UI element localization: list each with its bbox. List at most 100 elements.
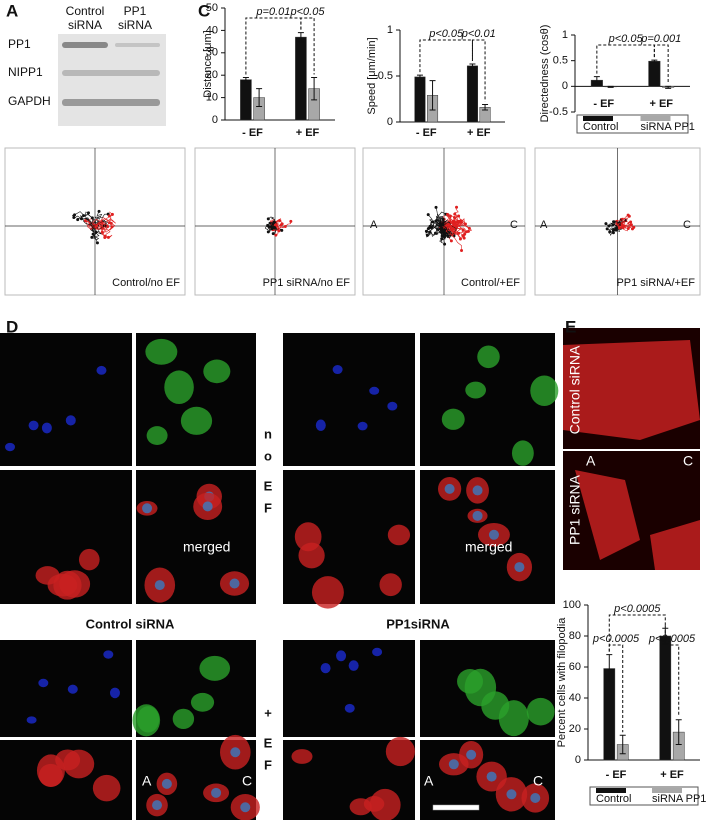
panel-letter: A: [6, 1, 18, 20]
cell: [441, 408, 465, 430]
nucleus: [230, 747, 241, 758]
cell: [59, 570, 91, 598]
endpoint: [434, 205, 438, 209]
anode-label: A: [370, 219, 378, 231]
trajectory: [429, 219, 445, 228]
cell: [203, 359, 231, 384]
endpoint: [90, 216, 94, 220]
p-value: p<0.0005: [648, 633, 696, 645]
endpoint: [604, 222, 608, 226]
trajectory-plots: Control/no EF PP1 siRNA/no EF Control/+EF P…: [4, 147, 701, 296]
legend-swatch: [652, 788, 682, 793]
cell: [41, 422, 52, 434]
nucleus: [466, 749, 477, 760]
endpoint: [72, 216, 76, 220]
endpoint: [611, 223, 615, 227]
error-bar: [469, 63, 476, 69]
endpoint: [266, 230, 270, 234]
trajectory: [607, 225, 619, 231]
y-tick-label: 50: [206, 2, 218, 14]
cell: [477, 345, 500, 369]
p-value: p<0.01: [461, 28, 496, 40]
legend-swatch: [640, 116, 671, 121]
cell: [172, 708, 195, 729]
y-tick-label: 80: [569, 630, 581, 642]
nucleus: [202, 501, 213, 512]
cell: [348, 660, 359, 671]
endpoint: [110, 225, 114, 229]
bar: [295, 36, 307, 121]
p-value: p=0.001: [640, 33, 681, 45]
endpoint: [615, 219, 619, 223]
cell: [320, 663, 331, 674]
x-tick-label: - EF: [593, 98, 614, 110]
endpoint: [73, 213, 77, 217]
blot-row-label: GAPDH: [8, 94, 51, 108]
legend-swatch: [596, 788, 626, 793]
cell: [35, 566, 60, 585]
endpoint: [271, 232, 275, 236]
cell: [199, 655, 231, 681]
trajectory: [274, 219, 283, 227]
cell: [498, 700, 529, 737]
cell: [146, 426, 168, 446]
trajectory: [440, 222, 453, 237]
error-bar: [416, 74, 423, 80]
cell: [109, 687, 120, 699]
group-label: PP1siRNA: [386, 616, 450, 631]
cell: [650, 520, 700, 570]
endpoint: [103, 234, 107, 238]
bar: [240, 79, 252, 121]
x-tick-label: + EF: [467, 127, 491, 139]
cell: [298, 542, 325, 569]
micrograph: [283, 333, 415, 466]
cell: [349, 798, 372, 816]
cell: [387, 524, 411, 546]
nucleus: [486, 771, 497, 782]
legend-swatch: [583, 116, 613, 121]
condition-label: E: [264, 478, 273, 493]
nucleus: [530, 793, 541, 804]
micrographs: [0, 328, 700, 820]
cell: [5, 442, 16, 452]
image-label: PP1 siRNA: [567, 474, 583, 545]
legend-label: Control: [583, 121, 618, 133]
trajectory: [443, 225, 458, 231]
trajectory: [89, 217, 98, 232]
lane-label: siRNA: [68, 18, 102, 32]
endpoint: [267, 225, 271, 229]
trajectory: [443, 221, 458, 236]
endpoint: [453, 221, 457, 225]
nucleus: [142, 503, 153, 514]
endpoint: [106, 224, 110, 228]
nucleus: [229, 578, 240, 589]
bar: [648, 60, 661, 87]
cathode-label: C: [683, 453, 693, 469]
legend-label: siRNA PP1: [652, 793, 706, 805]
endpoint: [434, 219, 438, 223]
endpoint: [272, 226, 276, 230]
endpoint: [466, 229, 470, 233]
trajectory: [435, 220, 445, 230]
endpoint: [605, 227, 609, 231]
panel-letter: E: [565, 317, 576, 336]
endpoint: [621, 226, 625, 230]
trajectory: [443, 213, 461, 227]
significance-bracket: [596, 44, 655, 74]
trajectory: [94, 221, 113, 230]
cell: [315, 419, 326, 431]
endpoint: [274, 233, 278, 237]
endpoint: [632, 225, 636, 229]
cell: [96, 365, 107, 375]
significance-bracket: [300, 17, 315, 75]
y-tick-label: -0.5: [549, 106, 568, 118]
endpoint: [629, 220, 633, 224]
endpoint: [614, 228, 618, 232]
scale-bar: [432, 804, 480, 811]
plot-label: Control/+EF: [461, 277, 520, 289]
y-axis-label: Distance [μm]: [202, 30, 214, 97]
endpoint: [461, 228, 465, 232]
endpoint: [457, 220, 461, 224]
significance-bracket: [608, 614, 666, 652]
